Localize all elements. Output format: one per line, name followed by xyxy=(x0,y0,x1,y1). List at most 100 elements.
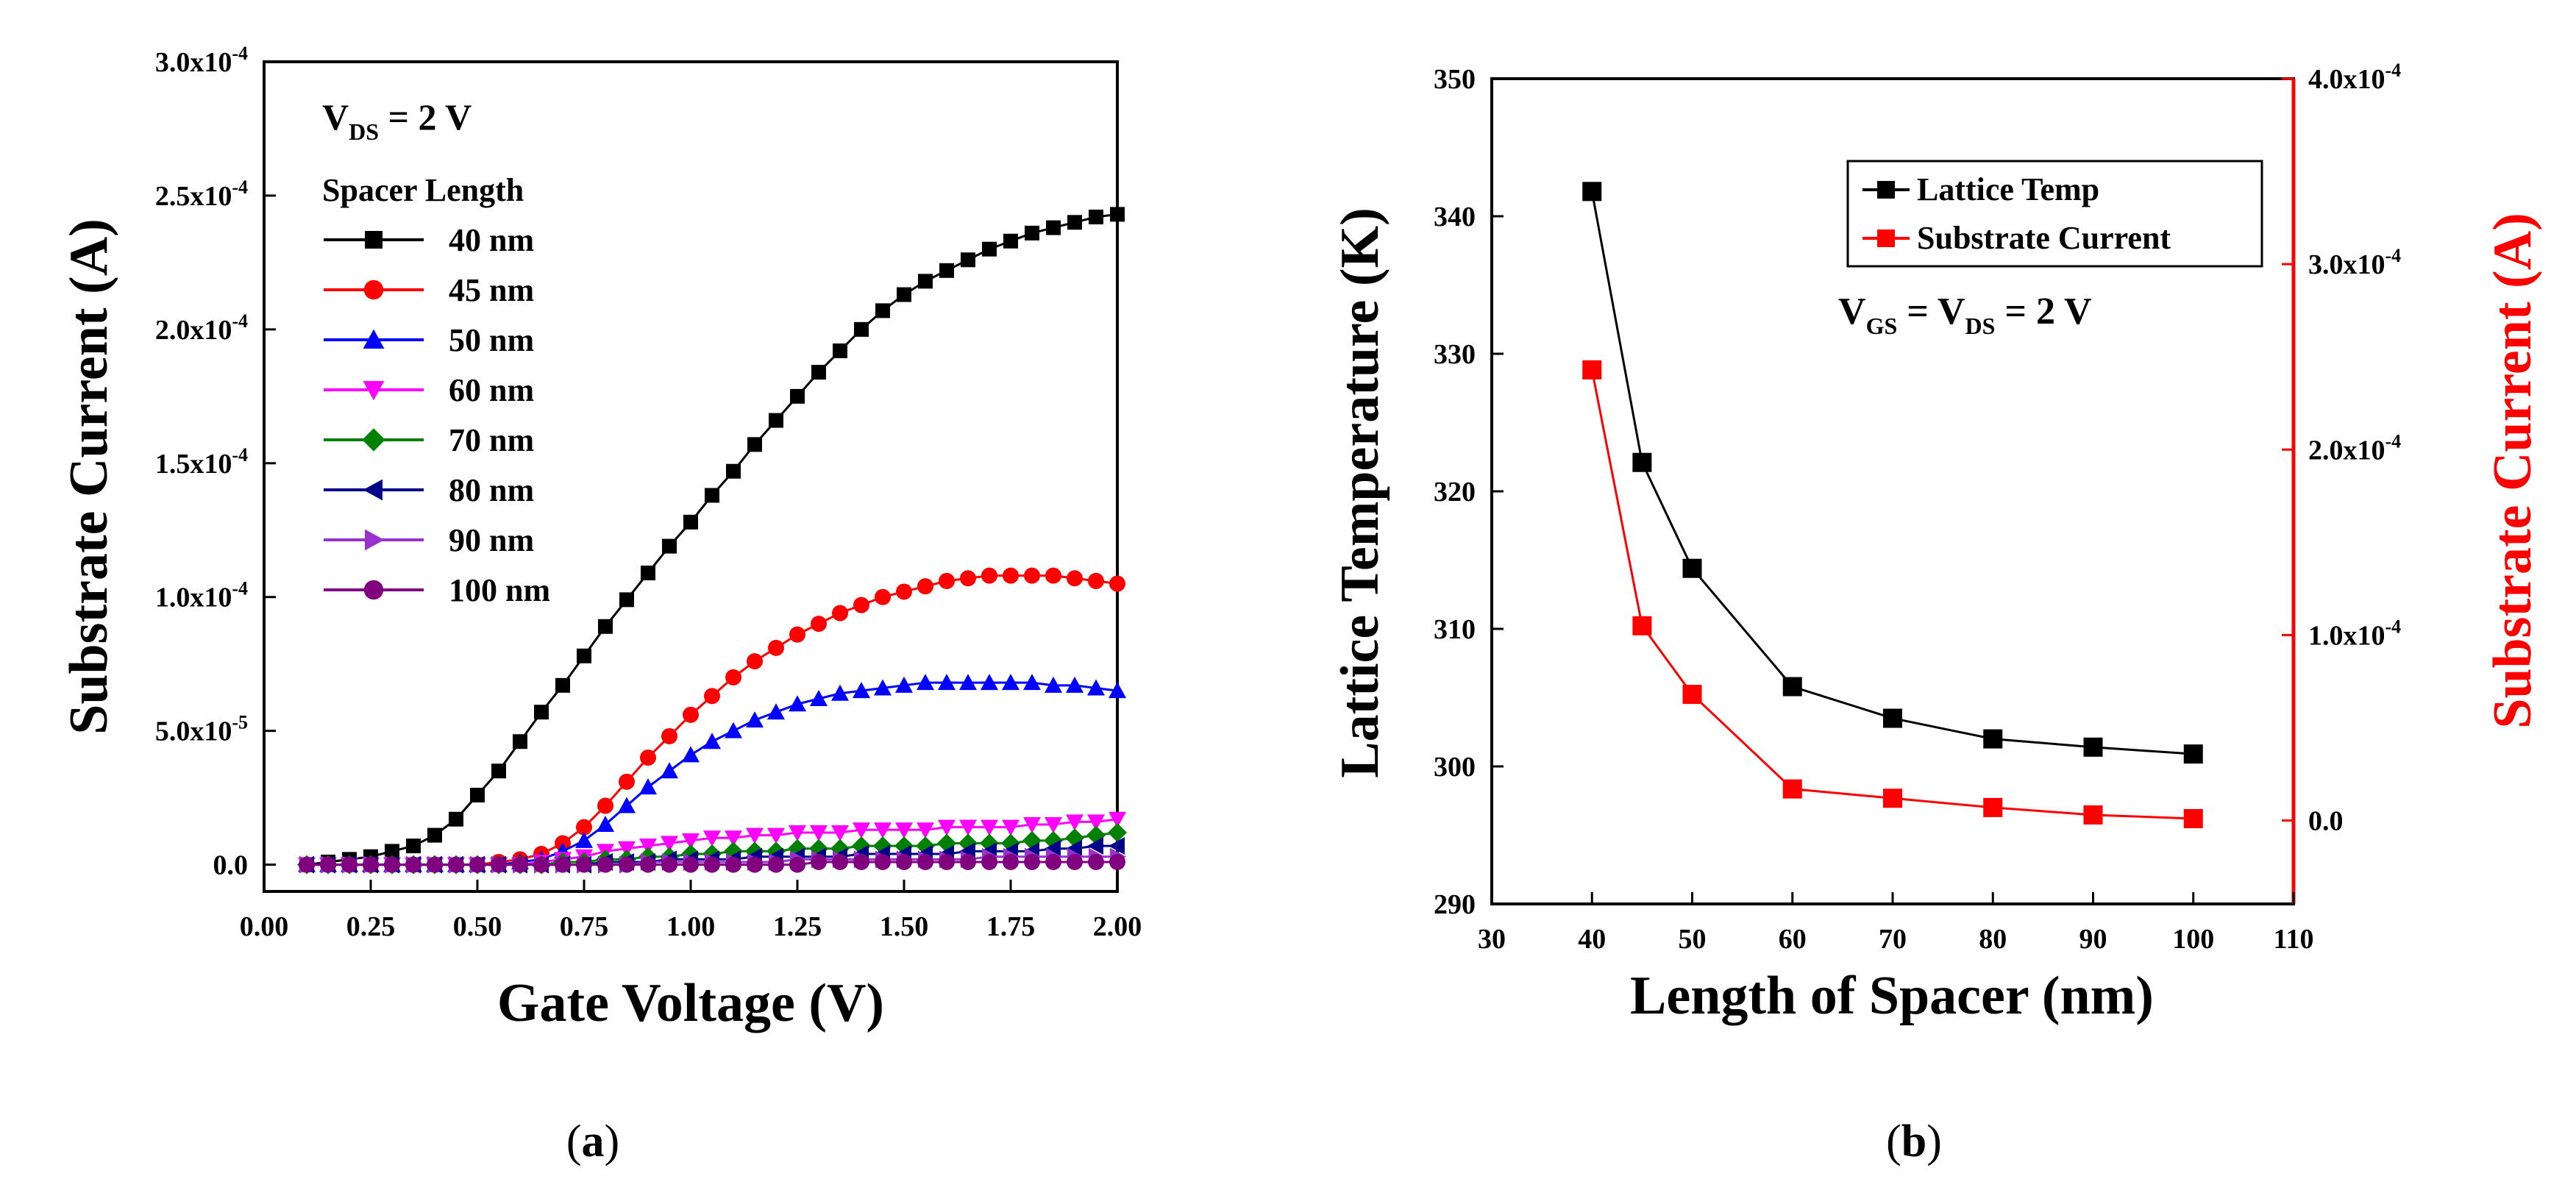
chart-a-data-point xyxy=(1087,814,1105,831)
chart-a-data-point xyxy=(1025,225,1039,241)
chart-a-data-point xyxy=(959,819,977,836)
chart-a-data-point xyxy=(853,682,870,699)
chart-b-y2-tick-label: 1.0x10-4 xyxy=(2308,616,2401,651)
chart-a-data-point xyxy=(726,463,741,479)
chart-b-series-line xyxy=(1590,191,2193,755)
chart-b-data-point xyxy=(1782,677,1802,697)
chart-a-series-line xyxy=(306,213,1118,866)
chart-a-data-point xyxy=(1067,853,1083,870)
chart-a-data-point xyxy=(598,619,613,634)
chart-a-data-point xyxy=(1045,676,1062,693)
chart-b-x-tick-label: 70 xyxy=(1879,924,1907,955)
chart-a-data-point xyxy=(704,856,720,873)
chart-a-data-point xyxy=(789,856,805,873)
chart-a-data-point xyxy=(747,437,762,452)
chart-b-annotation: VGS = VDS = 2 V xyxy=(1838,291,2092,339)
chart-b-series-group xyxy=(1582,182,2203,829)
chart-a-data-point xyxy=(619,856,635,873)
chart-b-data-point xyxy=(1682,685,1702,705)
chart-b-y-tick-label: 340 xyxy=(1434,202,1476,232)
chart-a-data-point xyxy=(874,679,892,696)
chart-a-data-point xyxy=(705,488,719,503)
chart-a-legend-marker xyxy=(363,279,384,300)
chart-a-data-point xyxy=(853,596,869,613)
chart-a-y-tick-label: 2.5x10-4 xyxy=(155,177,248,212)
chart-a-data-point xyxy=(662,538,677,554)
chart-a-data-point xyxy=(938,674,956,691)
chart-a-data-point xyxy=(918,274,933,289)
chart-a-data-point xyxy=(491,763,506,779)
chart-a-data-point xyxy=(683,514,698,530)
chart-a-data-point xyxy=(961,252,975,268)
chart-a-x-tick-label: 0.50 xyxy=(453,911,502,942)
chart-a-data-point xyxy=(618,841,636,858)
chart-a-data-point xyxy=(597,856,613,873)
chart-a-data-point xyxy=(874,822,892,839)
chart-a-data-point xyxy=(917,853,933,870)
chart-a-legend: 40 nm 45 nm 50 nm 60 nm 70 nm 80 nm 90 nm 100 n… xyxy=(324,222,550,608)
chart-a-data-point xyxy=(960,570,976,587)
chart-a-data-point xyxy=(960,853,976,870)
chart-a-x-tick-label: 1.75 xyxy=(986,911,1036,942)
chart-a-data-point xyxy=(833,343,847,358)
chart-b-y2-tick-label: 2.0x10-4 xyxy=(2308,430,2401,466)
chart-b-data-point xyxy=(2083,805,2103,825)
chart-a-data-point xyxy=(939,572,955,589)
chart-b-data-point xyxy=(1983,797,2003,817)
chart-a-data-point xyxy=(469,856,485,873)
chart-a-data-point xyxy=(470,788,485,803)
chart-a-legend-label: 80 nm xyxy=(449,472,534,508)
chart-a-data-point xyxy=(768,639,784,656)
chart-b-x-tick-label: 40 xyxy=(1578,924,1606,955)
chart-a-data-point xyxy=(703,830,721,847)
chart-a-x-tick-label: 1.25 xyxy=(773,911,822,942)
chart-a-data-point xyxy=(640,856,656,873)
chart-b-legend: Lattice Temp Substrate Current xyxy=(1862,171,2171,256)
chart-b-data-point xyxy=(2183,809,2203,829)
chart-b-data-point xyxy=(2183,744,2203,764)
chart-a-data-point xyxy=(854,321,869,337)
chart-a-legend-marker xyxy=(363,479,383,501)
chart-a-data-point xyxy=(725,856,741,873)
chart-b-data-point xyxy=(1632,616,1652,635)
chart-b-legend-label: Lattice Temp xyxy=(1917,171,2099,207)
chart-a-data-point xyxy=(832,853,848,870)
chart-a-data-point xyxy=(725,830,742,847)
chart-a-data-point xyxy=(1023,674,1041,691)
chart-a-data-point xyxy=(789,626,805,643)
chart-a-data-point xyxy=(981,819,998,836)
chart-b-x-tick-label: 80 xyxy=(1979,924,2007,955)
chart-a-data-point xyxy=(725,722,742,738)
chart-a-data-point xyxy=(513,734,527,749)
chart-b-series-line xyxy=(1590,369,2193,820)
chart-a-data-point xyxy=(790,388,805,404)
chart-a-data-point xyxy=(831,825,849,841)
chart-a-data-point xyxy=(1024,567,1040,584)
chart-a-annotation: VDS = 2 V xyxy=(322,96,472,145)
chart-a-ticks: 0.00 0.25 0.50 0.75 1.00 1.25 1.50 1.75 2.00 0.0 5… xyxy=(155,43,1142,942)
chart-a-data-point xyxy=(831,684,849,701)
chart-a-data-point xyxy=(597,797,613,814)
chart-b-data-point xyxy=(2083,737,2103,757)
chart-a-x-tick-label: 0.25 xyxy=(346,911,396,942)
chart-a-data-point xyxy=(661,836,678,852)
chart-b-y2-tick-label: 3.0x10-4 xyxy=(2308,245,2401,280)
chart-a-data-point xyxy=(320,856,336,873)
chart-a-data-point xyxy=(1109,853,1125,870)
chart-a-data-point xyxy=(1003,233,1018,249)
chart-a-data-point xyxy=(1067,215,1082,230)
chart-b-data-point xyxy=(1782,779,1802,799)
chart-a-legend-marker xyxy=(365,529,385,551)
chart-a-x-tick-label: 0.00 xyxy=(240,911,289,942)
chart-a-data-point xyxy=(1109,575,1125,592)
chart-a-data-point xyxy=(768,856,784,873)
chart-a-data-point xyxy=(704,688,720,705)
chart-a-data-point xyxy=(853,853,869,870)
chart-a-data-point xyxy=(640,749,656,766)
chart-a-data-point xyxy=(746,711,764,728)
chart-a-series-group xyxy=(297,207,1127,875)
chart-a-data-point xyxy=(575,831,593,848)
chart-a-data-point xyxy=(832,605,848,622)
chart-b-x-tick-label: 50 xyxy=(1679,924,1707,955)
